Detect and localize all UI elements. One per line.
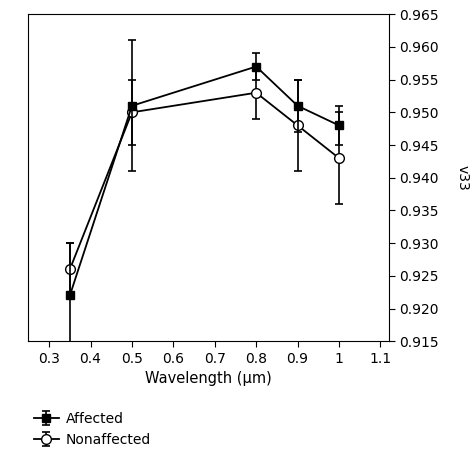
X-axis label: Wavelength (μm): Wavelength (μm): [145, 371, 272, 386]
Legend: Affected, Nonaffected: Affected, Nonaffected: [28, 407, 157, 453]
Y-axis label: v33: v33: [456, 165, 469, 191]
